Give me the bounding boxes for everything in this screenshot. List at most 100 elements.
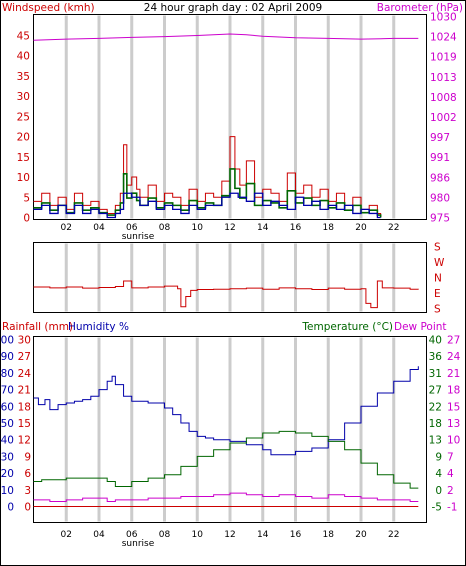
barometer-axis-ticks: 975 980 986 991 997 1002 1008 1013 1019 1024 1030 <box>430 12 457 225</box>
x-tick-label: 18 <box>323 530 335 540</box>
x-tick-label: 20 <box>355 530 367 540</box>
chart-title: 24 hour graph day : 02 April 2009 <box>144 2 322 14</box>
barometer-line <box>33 33 419 41</box>
temperature-line <box>33 430 419 489</box>
rainfall-tick-label: 24 <box>18 368 32 380</box>
humidity-axis-ticks: 0 10 20 30 40 50 60 70 80 90 100 <box>0 335 14 514</box>
rainfall-axis-ticks: 0 3 6 9 12 15 18 21 24 27 30 <box>18 335 32 514</box>
humidity-tick-label: 70 <box>1 385 14 397</box>
temperature-tick-label: 40 <box>429 335 442 347</box>
windspeed-tick-label: 0 <box>23 213 30 225</box>
barometer-tick-label: 1013 <box>430 72 457 84</box>
windspeed-tick-label: 35 <box>17 71 30 83</box>
rainfall-tick-label: 30 <box>18 335 31 347</box>
wind-barometer-chart: Windspeed (kmh) 24 hour graph day : 02 A… <box>2 2 463 242</box>
dewpoint-tick-label: 15 <box>447 401 460 413</box>
dewpoint-axis-title: Dew Point <box>394 321 447 333</box>
x-tick-label: 14 <box>257 530 269 540</box>
rainfall-tick-label: 15 <box>18 418 31 430</box>
barometer-tick-label: 980 <box>430 192 450 204</box>
rainfall-tick-label: 27 <box>18 351 31 363</box>
humidity-tick-label: 50 <box>1 418 14 430</box>
temperature-axis-ticks: -5 0 4 9 13 18 22 27 31 36 40 <box>429 335 443 514</box>
barometer-tick-label: 991 <box>430 152 450 164</box>
humidity-axis-title: Humidity % <box>68 321 129 333</box>
direction-gridlines <box>64 243 396 312</box>
direction-tick-label: N <box>434 273 442 285</box>
humidity-tick-label: 0 <box>7 502 14 514</box>
x-tick-label: 04 <box>93 530 105 540</box>
windspeed-tick-label: 20 <box>17 132 30 144</box>
barometer-tick-label: 1024 <box>430 32 457 44</box>
temperature-tick-label: 27 <box>429 385 442 397</box>
x-tick-label: 18 <box>323 223 335 233</box>
x-tick-label: 10 <box>192 530 204 540</box>
x-tick-label: 22 <box>388 530 399 540</box>
windspeed-tick-label: 10 <box>17 172 30 184</box>
direction-tick-label: E <box>434 288 441 300</box>
temperature-tick-label: 13 <box>429 435 442 447</box>
rainfall-tick-label: 3 <box>24 485 31 497</box>
x-tick-label: 06 <box>126 223 138 233</box>
rainfall-tick-label: 21 <box>18 385 31 397</box>
dewpoint-tick-label: 13 <box>447 418 460 430</box>
x-tick-label: 12 <box>224 530 235 540</box>
wind-x-axis-ticks: 02 04 06 08 10 12 14 16 18 20 22 <box>61 223 400 233</box>
gust-line <box>33 136 382 218</box>
rainfall-tick-label: 12 <box>18 435 31 447</box>
wind-series <box>33 33 419 219</box>
humidity-tick-label: 20 <box>1 468 14 480</box>
barometer-tick-label: 1002 <box>430 112 457 124</box>
direction-tick-label: W <box>434 257 445 269</box>
humidity-tick-label: 100 <box>0 335 14 347</box>
rainfall-axis-title: Rainfall (mm) <box>2 321 73 333</box>
temperature-axis-title: Temperature (°C) <box>301 321 393 333</box>
x-tick-label: 04 <box>93 223 105 233</box>
dewpoint-tick-label: 2 <box>447 485 454 497</box>
dewpoint-line <box>33 492 419 502</box>
dewpoint-tick-label: 21 <box>447 368 460 380</box>
humidity-tick-label: 30 <box>1 451 14 463</box>
temperature-gridlines <box>64 337 396 522</box>
humidity-tick-label: 40 <box>1 435 14 447</box>
temperature-tick-label: 36 <box>429 351 443 363</box>
temperature-tick-label: 4 <box>435 468 442 480</box>
temperature-tick-label: 22 <box>429 401 442 413</box>
wind-direction-line <box>33 280 419 309</box>
barometer-tick-label: 1008 <box>430 92 457 104</box>
temperature-tick-label: 18 <box>429 418 442 430</box>
x-tick-label: 02 <box>61 223 72 233</box>
direction-series <box>33 280 419 309</box>
dewpoint-tick-label: 24 <box>447 351 461 363</box>
barometer-tick-label: 1030 <box>430 12 457 24</box>
x-tick-label: 06 <box>126 530 138 540</box>
dewpoint-tick-label: 10 <box>447 435 460 447</box>
dewpoint-tick-label: 4 <box>447 468 454 480</box>
sunrise-label-bottom: sunrise <box>122 539 155 549</box>
x-tick-label: 20 <box>355 223 367 233</box>
x-tick-label: 08 <box>159 530 171 540</box>
humidity-tick-label: 80 <box>1 368 14 380</box>
dewpoint-tick-label: -1 <box>447 502 457 514</box>
temperature-humidity-chart: Rainfall (mm) Humidity % Temperature (°C… <box>0 321 461 549</box>
rainfall-tick-label: 18 <box>18 401 31 413</box>
temperature-tick-label: 31 <box>429 368 442 380</box>
windspeed-tick-label: 15 <box>17 152 30 164</box>
dewpoint-tick-label: 18 <box>447 385 460 397</box>
barometer-tick-label: 997 <box>430 132 450 144</box>
barometer-tick-label: 986 <box>430 172 450 184</box>
windspeed-tick-label: 25 <box>17 111 30 123</box>
sunrise-label: sunrise <box>122 232 155 242</box>
humidity-tick-label: 10 <box>1 485 14 497</box>
temperature-series <box>33 366 419 507</box>
x-tick-label: 12 <box>224 223 235 233</box>
humidity-line <box>33 366 419 456</box>
windspeed-tick-label: 5 <box>23 192 30 204</box>
temperature-tick-label: -5 <box>432 502 442 514</box>
x-tick-label: 16 <box>290 223 302 233</box>
temperature-tick-label: 9 <box>435 451 442 463</box>
temperature-x-axis-ticks: 02 04 06 08 10 12 14 16 18 20 22 <box>61 530 400 540</box>
average-wind-line <box>33 192 381 219</box>
